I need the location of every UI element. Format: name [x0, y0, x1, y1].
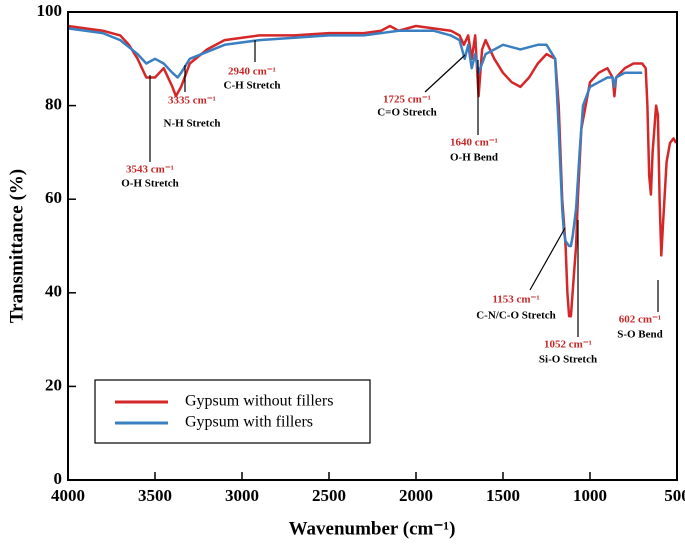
- annotation-label: 1153 cm⁻¹: [492, 294, 539, 306]
- y-axis-label: Transmittance (%): [6, 169, 27, 323]
- legend-label: Gypsum with fillers: [185, 414, 313, 431]
- leader-line: [424, 54, 466, 93]
- annotation-text: C-H Stretch: [224, 80, 281, 92]
- annotation-text: C=O Stretch: [377, 107, 437, 119]
- x-tick-label: 1500: [486, 486, 520, 505]
- annotation-label: 3543 cm⁻¹: [126, 164, 174, 176]
- annotation-label: 1640 cm⁻¹: [450, 137, 498, 149]
- annotation-text: O-H Bend: [450, 152, 498, 164]
- x-tick-label: 3000: [225, 486, 259, 505]
- annotation-text: N-H Stretch: [164, 118, 221, 130]
- x-tick-label: 2500: [312, 486, 346, 505]
- annotation-text: S-O Bend: [617, 329, 663, 341]
- annotation-label: 3335 cm⁻¹: [168, 95, 216, 107]
- x-tick-label: 4000: [51, 486, 85, 505]
- annotation-label: 1725 cm⁻¹: [383, 94, 431, 106]
- y-tick-label: 60: [45, 188, 62, 207]
- annotation-text: C-N/C-O Stretch: [476, 310, 556, 322]
- y-tick-label: 40: [45, 282, 62, 301]
- x-tick-label: 1000: [573, 486, 607, 505]
- leader-line: [529, 227, 566, 291]
- annotation-label: 602 cm⁻¹: [619, 314, 661, 326]
- x-tick-label: 500: [664, 486, 685, 505]
- plot-frame: [67, 11, 678, 481]
- x-axis-label: Wavenumber (cm⁻¹): [289, 518, 456, 539]
- y-tick-label: 100: [37, 1, 63, 20]
- x-tick-label: 3500: [138, 486, 172, 505]
- legend-box: [94, 379, 371, 444]
- x-tick-label: 2000: [399, 486, 433, 505]
- annotation-text: Si-O Stretch: [539, 354, 597, 366]
- legend-label: Gypsum without fillers: [185, 393, 333, 410]
- line-series: [67, 27, 643, 248]
- y-tick-label: 0: [54, 469, 63, 488]
- annotation-text: O-H Stretch: [121, 178, 179, 190]
- y-tick-label: 20: [45, 375, 62, 394]
- annotation-label: 1052 cm⁻¹: [544, 339, 592, 351]
- y-tick-label: 80: [45, 95, 62, 114]
- annotation-label: 2940 cm⁻¹: [228, 66, 276, 78]
